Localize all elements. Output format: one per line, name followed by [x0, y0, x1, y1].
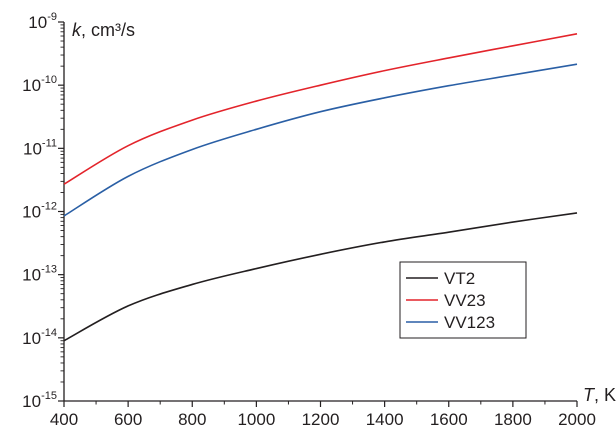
legend-label-vv23: VV23 [444, 291, 486, 310]
y-tick-label: 10-9 [28, 11, 57, 32]
x-tick-label-2000: 2000 [558, 410, 596, 429]
x-tick-label-400: 400 [50, 410, 78, 429]
x-tick-label-1000: 1000 [237, 410, 275, 429]
y-tick-label: 10-15 [22, 390, 57, 411]
x-tick-label-1400: 1400 [366, 410, 404, 429]
y-tick-label: 10-14 [22, 327, 57, 348]
y-tick-label: 10-13 [22, 264, 57, 285]
x-axis-title: T, K [583, 385, 616, 405]
y-tick-label: 10-11 [23, 137, 57, 158]
legend: VT2 VV23 VV123 [400, 262, 526, 338]
x-axis-unit: , K [594, 385, 616, 405]
ticks: 400 600 800 1000 1200 1400 1600 1800 2000 10-15 10… [22, 11, 596, 429]
x-tick-label-1200: 1200 [302, 410, 340, 429]
y-axis-title: k, cm³/s [72, 20, 135, 40]
x-tick-label-1800: 1800 [494, 410, 532, 429]
series-line-vv23 [64, 34, 577, 184]
y-axis-unit: , cm³/s [81, 20, 135, 40]
x-tick-label-1600: 1600 [430, 410, 468, 429]
y-tick-label: 10-12 [22, 201, 57, 222]
x-tick-label-600: 600 [114, 410, 142, 429]
x-tick-label-800: 800 [178, 410, 206, 429]
legend-label-vv123: VV123 [444, 313, 495, 332]
axes [64, 22, 577, 401]
legend-label-vt2: VT2 [444, 269, 475, 288]
y-tick-label: 10-10 [22, 74, 57, 95]
